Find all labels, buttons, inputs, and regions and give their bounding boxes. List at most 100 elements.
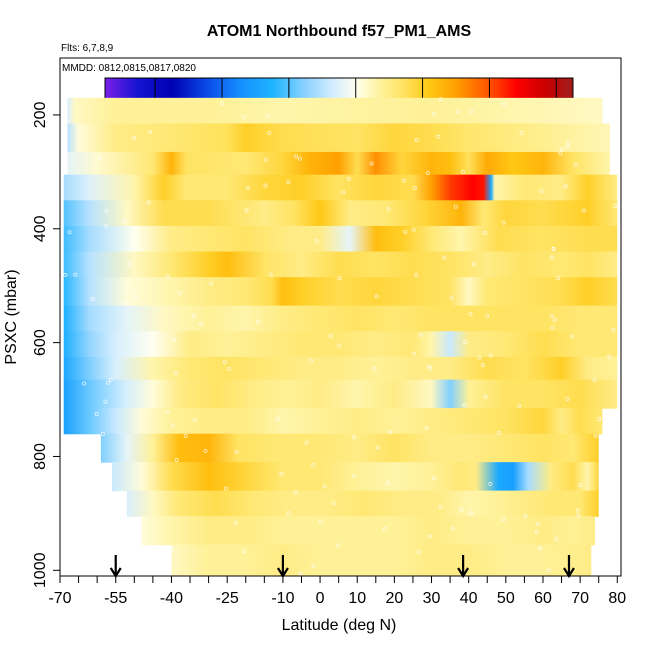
- sample-marker: [469, 109, 474, 114]
- sample-marker: [483, 394, 488, 399]
- sample-marker: [387, 430, 392, 435]
- profile-arrow-head: [563, 567, 575, 579]
- sample-marker: [173, 371, 178, 376]
- sample-marker: [558, 151, 563, 156]
- heatmap-layer-3: [63, 174, 618, 201]
- sample-marker: [209, 281, 214, 286]
- sample-marker: [244, 208, 249, 213]
- sample-marker: [308, 358, 313, 363]
- sample-marker: [382, 526, 387, 531]
- x-tick-label: -25: [216, 590, 239, 607]
- sample-marker: [427, 534, 432, 539]
- x-tick-label: -10: [271, 590, 294, 607]
- sample-marker: [293, 490, 298, 495]
- sample-marker: [375, 445, 380, 450]
- sample-marker: [90, 297, 95, 302]
- sample-marker: [592, 378, 597, 383]
- sample-marker: [106, 380, 111, 385]
- sample-marker: [556, 276, 561, 281]
- sample-marker: [203, 448, 208, 453]
- heatmap-layer-8: [63, 305, 618, 332]
- sample-marker: [263, 157, 268, 162]
- sample-marker: [183, 433, 188, 438]
- sample-marker: [148, 129, 153, 134]
- sample-marker: [127, 262, 132, 267]
- profile-arrow-head: [457, 567, 470, 579]
- sample-marker: [468, 511, 473, 516]
- x-tick-label: -40: [160, 590, 183, 607]
- sample-marker: [570, 334, 575, 339]
- sample-marker: [63, 272, 68, 277]
- x-tick-label: 60: [534, 590, 552, 607]
- sample-marker: [431, 112, 436, 117]
- sample-marker: [578, 482, 583, 487]
- heatmap-layer-2: [67, 151, 610, 176]
- sample-marker: [519, 130, 524, 135]
- sample-marker: [286, 511, 291, 516]
- sample-marker: [468, 312, 473, 317]
- sample-marker: [461, 169, 466, 174]
- heatmap-layer-13: [100, 433, 599, 463]
- sample-marker: [199, 322, 204, 327]
- sample-marker: [537, 546, 542, 551]
- date-annotation: MMDD: 0812,0815,0817,0820: [62, 63, 196, 74]
- sample-marker: [67, 230, 72, 235]
- sample-marker: [450, 526, 455, 531]
- sample-marker: [265, 113, 270, 118]
- sample-marker: [546, 568, 551, 573]
- sample-marker: [597, 416, 602, 421]
- sample-marker: [298, 571, 303, 576]
- sample-marker: [337, 276, 342, 281]
- sample-marker: [436, 134, 441, 139]
- sample-marker: [220, 101, 225, 106]
- sample-marker: [165, 409, 170, 414]
- heatmap-layer-17: [171, 544, 592, 576]
- sample-marker: [442, 255, 447, 260]
- sample-marker: [369, 161, 374, 166]
- sample-marker: [611, 328, 616, 333]
- sample-marker: [477, 355, 482, 360]
- sample-marker: [426, 364, 431, 369]
- sample-marker: [268, 272, 273, 277]
- sample-marker: [374, 294, 379, 299]
- sample-marker: [372, 366, 377, 371]
- sample-marker: [267, 131, 272, 136]
- sample-marker: [177, 291, 182, 296]
- sample-marker: [294, 154, 299, 159]
- sample-marker: [137, 247, 142, 252]
- sample-marker: [453, 204, 458, 209]
- sample-marker: [523, 513, 528, 518]
- heatmap-layer-1: [67, 123, 610, 153]
- sample-marker: [613, 203, 618, 208]
- heatmap-layer-4: [63, 200, 618, 227]
- sample-marker: [593, 433, 598, 438]
- sample-marker: [165, 274, 170, 279]
- sample-marker: [581, 208, 586, 213]
- x-tick-label: 20: [385, 590, 403, 607]
- sample-marker: [311, 564, 316, 569]
- sample-marker: [222, 360, 227, 365]
- sample-marker: [501, 220, 506, 225]
- heatmap-layer-16: [141, 516, 595, 546]
- sample-marker: [97, 156, 102, 161]
- sample-marker: [424, 425, 429, 430]
- sample-marker: [82, 381, 87, 386]
- y-tick-label: 400: [32, 215, 49, 242]
- sample-marker: [471, 262, 476, 267]
- sample-marker: [263, 183, 268, 188]
- x-tick-label: -70: [48, 590, 71, 607]
- sample-marker: [496, 431, 501, 436]
- data-point-markers: [63, 97, 618, 576]
- sample-marker: [607, 354, 612, 359]
- sample-marker: [65, 119, 70, 124]
- heatmap-layer-6: [63, 251, 618, 278]
- chart-subtitle: Flts: 6,7,8,9: [61, 43, 114, 54]
- sample-marker: [560, 147, 565, 152]
- sample-marker: [170, 423, 175, 428]
- sample-marker: [488, 481, 493, 486]
- sample-marker: [565, 396, 570, 401]
- sample-marker: [351, 474, 356, 479]
- sample-marker: [227, 367, 232, 372]
- heatmap-layers: [63, 97, 618, 576]
